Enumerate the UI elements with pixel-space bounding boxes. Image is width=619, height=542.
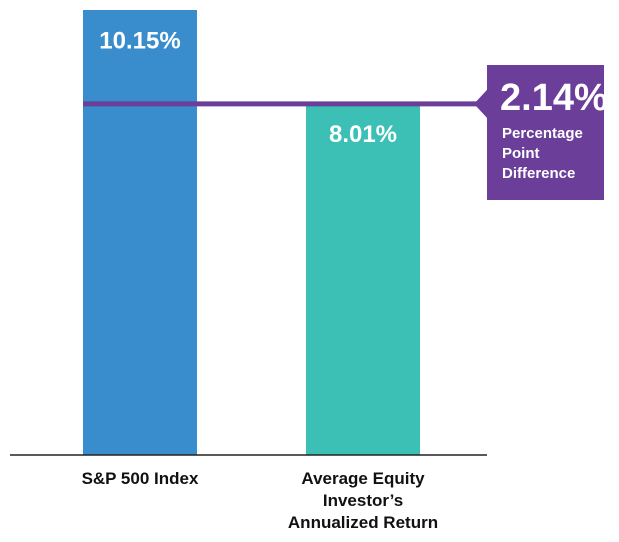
value-label: 8.01%	[329, 121, 397, 148]
bar	[306, 103, 420, 455]
x-tick-label: S&P 500 Index	[81, 469, 199, 488]
annotation-value: 2.14%	[500, 77, 608, 119]
annotation-text: Percentage	[502, 125, 583, 142]
annotation-text: Point	[502, 145, 540, 162]
value-label: 10.15%	[99, 27, 180, 54]
x-tick-label: Average Equity Investor’s Annualized Ret…	[287, 469, 439, 532]
annotation-text: Difference	[502, 165, 575, 182]
bar	[83, 10, 197, 455]
annotation-box	[474, 65, 604, 200]
